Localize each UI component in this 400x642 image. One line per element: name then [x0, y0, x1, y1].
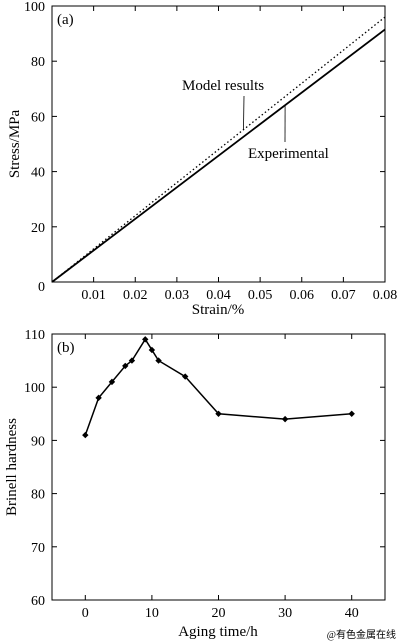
data-point-diamond — [348, 410, 355, 417]
panel-b-y-axis-label: Brinell hardness — [4, 418, 20, 516]
panel-a-y-axis-label: Stress/MPa — [7, 109, 23, 178]
panel-a-plot-frame — [51, 5, 386, 283]
data-point-diamond — [281, 415, 289, 423]
panel-a-x-axis-label: Strain/% — [192, 302, 245, 318]
panel-b-series — [82, 336, 355, 439]
panel-b-y-tick-label: 100 — [24, 381, 45, 396]
data-point-diamond — [128, 357, 136, 364]
panel-b-x-tick-label: 30 — [278, 606, 292, 621]
panel-b-y-tick-label: 70 — [31, 541, 45, 556]
series-line-hardness — [84, 337, 352, 436]
panel-a-x-tick-label: 0.02 — [123, 288, 148, 303]
annotation-model-results: Model results — [182, 78, 264, 94]
data-point-diamond — [155, 357, 162, 364]
panel-b-x-tick-label: 10 — [145, 606, 159, 621]
data-point-diamond — [108, 378, 116, 386]
panel-a-x-tick-label: 0.08 — [373, 288, 398, 303]
panel-a-x-tick-label: 0.07 — [331, 288, 356, 303]
panel-b-hardness: 0 10 20 30 40 60 70 80 90 100 110 (b) Aging time/h… — [4, 328, 386, 640]
panel-a-label: (a) — [57, 12, 74, 28]
panel-a-y-tick-label: 60 — [31, 110, 45, 125]
panel-b-y-tick-label: 110 — [25, 328, 45, 343]
panel-b-y-tick-label: 80 — [31, 488, 45, 503]
panel-a-x-tick-label: 0.01 — [81, 288, 106, 303]
data-point-diamond — [182, 373, 189, 380]
data-point-diamond — [82, 431, 89, 439]
series-line-experimental — [51, 28, 386, 283]
panel-a-x-tick-label: 0.04 — [206, 288, 231, 303]
data-point-diamond — [95, 394, 102, 402]
panel-b-x-tick-label: 40 — [345, 606, 359, 621]
series-line-model-results — [51, 16, 386, 283]
annotation-experimental: Experimental — [248, 146, 329, 162]
panel-b-x-tick-label: 0 — [82, 606, 89, 621]
data-point-diamond — [122, 362, 129, 370]
data-point-diamond — [148, 346, 156, 354]
panel-a-y-tick-label: 80 — [31, 55, 45, 70]
panel-a-x-tick-label: 0.06 — [290, 288, 315, 303]
panel-b-x-axis-label: Aging time/h — [178, 624, 258, 640]
data-point-diamond — [142, 336, 149, 343]
panel-a-x-tick-label: 0.03 — [165, 288, 190, 303]
panel-a-y-tick-label: 100 — [24, 0, 45, 15]
panel-a-origin-label: 0 — [38, 280, 45, 295]
leader-line-model-results — [243, 95, 245, 130]
panel-b-x-tick-label: 20 — [212, 606, 226, 621]
panel-a-ticks: 0.01 0.02 0.03 0.04 0.05 0.06 0.07 0.08 20 40 60 80… — [24, 0, 397, 303]
panel-b-plot-frame — [51, 333, 386, 601]
panel-a-stress-strain: 0.01 0.02 0.03 0.04 0.05 0.06 0.07 0.08 20 40 60 80… — [7, 0, 397, 318]
panel-b-ticks: 0 10 20 30 40 60 70 80 90 100 110 — [24, 328, 385, 621]
panel-a-x-tick-label: 0.05 — [248, 288, 273, 303]
panel-b-y-tick-label: 60 — [31, 594, 45, 609]
watermark-text: @有色金属在线 — [327, 628, 396, 641]
panel-a-y-tick-label: 20 — [31, 221, 45, 236]
panel-b-y-tick-label: 90 — [31, 434, 45, 449]
panel-a-y-tick-label: 40 — [31, 166, 45, 181]
panel-b-label: (b) — [57, 340, 75, 356]
panel-a-series — [51, 16, 386, 283]
data-point-diamond — [215, 410, 222, 417]
